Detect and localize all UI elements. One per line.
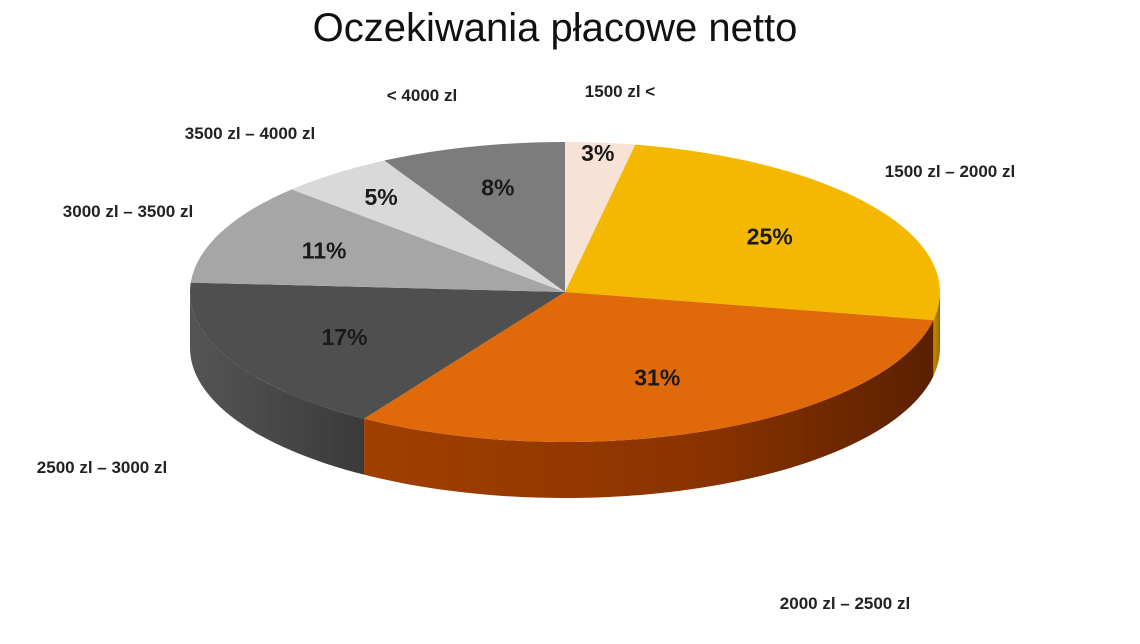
value-label-1: 25% — [747, 223, 793, 249]
value-label-4: 11% — [302, 237, 347, 263]
category-label-5: 3500 zl – 4000 zl — [185, 124, 315, 143]
pie-slice-0 — [565, 142, 636, 292]
value-label-0: 3% — [581, 140, 614, 166]
pie-slice-3 — [190, 282, 565, 419]
pie-slice-2 — [364, 292, 934, 442]
category-label-4: 3000 zl – 3500 zl — [63, 202, 193, 221]
value-label-3: 17% — [321, 324, 367, 350]
category-label-3: 2500 zl – 3000 zl — [37, 458, 167, 477]
category-label-2: 2000 zl – 2500 zl — [780, 594, 910, 613]
category-label-0: 1500 zl < — [585, 82, 655, 101]
pie-slice-5 — [291, 160, 565, 292]
pie-side-1 — [933, 292, 940, 377]
pie-side-3 — [190, 292, 365, 475]
value-label-2: 31% — [634, 364, 680, 390]
category-labels: 1500 zl < 1500 zl – 2000 zl 2000 zl – 2500… — [37, 82, 1015, 613]
value-label-6: 8% — [481, 174, 514, 200]
pie-sides — [190, 292, 940, 499]
pie-slice-6 — [384, 142, 565, 292]
pie-slice-1 — [565, 144, 940, 321]
chart-title: Oczekiwania płacowe netto — [312, 6, 798, 50]
pie-slice-4 — [190, 189, 565, 292]
pie-slices — [190, 142, 940, 442]
pie-side-2 — [364, 320, 934, 499]
value-labels: 3% 25% 31% 17% 11% 5% 8% — [302, 140, 793, 390]
category-label-1: 1500 zl – 2000 zl — [885, 162, 1015, 181]
category-label-6: < 4000 zl — [387, 86, 457, 105]
value-label-5: 5% — [364, 184, 397, 210]
